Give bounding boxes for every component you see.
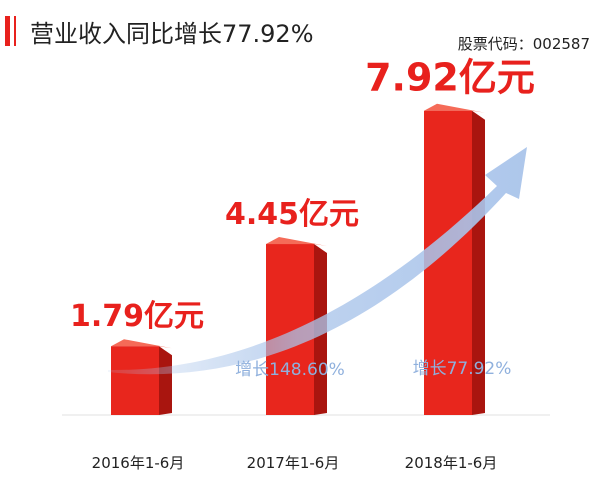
bar-side-1 (159, 346, 172, 415)
growth-label-2: 增长148.60% (235, 360, 345, 380)
growth-label-3: 增长77.92% (413, 359, 512, 379)
bar-front-1 (111, 346, 159, 415)
bar-top-2 (266, 237, 327, 247)
bar-top-1 (111, 339, 172, 349)
stock-code: 股票代码：002587 (458, 35, 590, 53)
title-accent-line (14, 16, 16, 46)
x-tick-label-2: 2017年1-6月 (247, 454, 340, 472)
bar-1 (111, 339, 172, 415)
x-tick-label-3: 2018年1-6月 (405, 454, 498, 472)
page-title: 营业收入同比增长77.92% (30, 20, 314, 48)
title-accent-bar (5, 16, 10, 46)
bar-top-3 (424, 103, 485, 113)
value-label-1: 1.79亿元 (70, 299, 204, 334)
x-tick-label-1: 2016年1-6月 (92, 454, 185, 472)
value-label-3: 7.92亿元 (365, 56, 535, 100)
bar-side-3 (472, 110, 485, 415)
trend-arrow (108, 147, 527, 375)
value-label-2: 4.45亿元 (225, 197, 359, 232)
trend-arrow-shape (108, 147, 527, 375)
labels-layer: 2016年1-6月 1.79亿元 2017年1-6月 4.45亿元 2018年1-6月 7… (70, 56, 535, 472)
